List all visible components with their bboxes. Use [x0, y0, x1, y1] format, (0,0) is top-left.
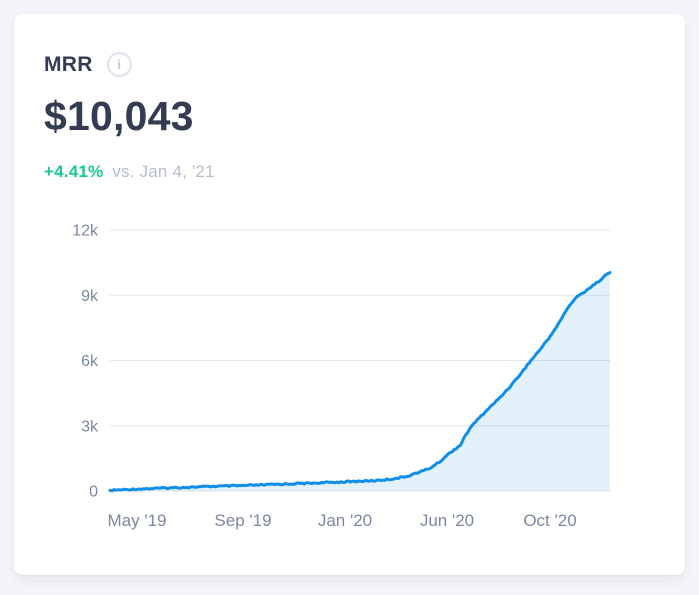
card-title: MRR — [44, 52, 93, 76]
x-axis-label: Oct '20 — [523, 511, 576, 530]
mrr-area-chart[interactable]: 0 3k 6k 9k 12k May '19 Sep '19 Jan '20 Jun '20 Oc… — [40, 210, 660, 545]
mrr-metric-card: MRR i $10,043 +4.41% vs. Jan 4, '21 0 3k 6… — [14, 14, 685, 575]
y-axis-label-0: 0 — [89, 484, 98, 501]
x-axis-label: May '19 — [108, 511, 167, 530]
mrr-trend-line — [108, 271, 612, 493]
delta-comparison-label: vs. Jan 4, '21 — [112, 162, 215, 181]
x-axis-label: Jan '20 — [318, 511, 372, 530]
delta-percent: +4.41% — [44, 162, 104, 181]
y-axis-label-6k: 6k — [81, 353, 99, 370]
x-axis-label: Jun '20 — [420, 511, 474, 530]
card-header: MRR i — [44, 52, 132, 77]
y-axis-label-9k: 9k — [81, 288, 99, 305]
mrr-area-fill — [110, 272, 610, 491]
mrr-current-value: $10,043 — [44, 93, 194, 139]
x-axis-label: Sep '19 — [214, 511, 271, 530]
delta-row: +4.41% vs. Jan 4, '21 — [44, 162, 215, 182]
info-icon[interactable]: i — [106, 52, 132, 77]
y-axis-label-12k: 12k — [72, 223, 99, 240]
y-axis-label-3k: 3k — [81, 418, 99, 435]
